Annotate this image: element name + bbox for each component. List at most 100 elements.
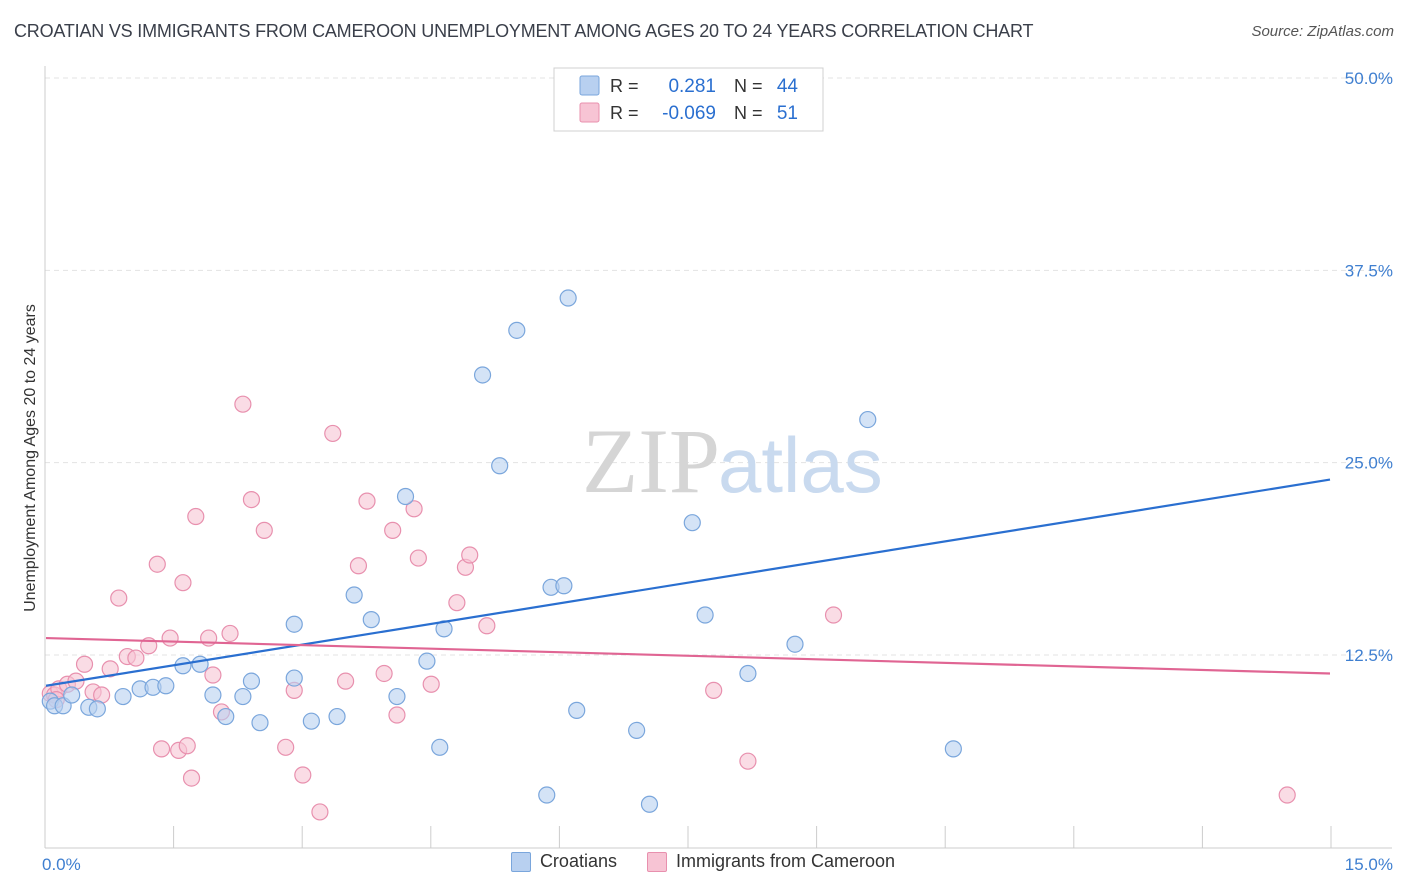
y-tick-label: 50.0% — [1345, 69, 1393, 88]
data-point-croatians — [628, 721, 646, 739]
x-tick-label: 15.0% — [1345, 855, 1393, 874]
data-point-croatians — [114, 687, 132, 706]
data-point-croatians — [696, 606, 714, 624]
y-tick-label: 25.0% — [1345, 454, 1393, 473]
source-credit: Source: ZipAtlas.com — [1251, 23, 1394, 40]
data-point-cameroon — [375, 664, 393, 683]
data-point-croatians — [739, 664, 757, 683]
data-point-cameroon — [110, 589, 128, 607]
y-tick-label: 37.5% — [1345, 261, 1393, 280]
data-point-cameroon — [461, 546, 479, 564]
legend-label-croatians: Croatians — [539, 851, 617, 871]
trend-lines — [45, 478, 1331, 687]
series-immigrants-from-cameroon — [41, 395, 1296, 821]
watermark-zip: ZIP — [582, 410, 720, 512]
data-point-cameroon — [174, 574, 192, 592]
x-tick-label: 0.0% — [42, 855, 81, 874]
data-point-cameroon — [152, 740, 171, 758]
data-point-cameroon — [739, 752, 757, 770]
data-point-croatians — [640, 795, 659, 813]
legend-n-label: N = — [734, 103, 763, 123]
trend-line-cameroon — [45, 636, 1331, 675]
data-point-croatians — [302, 712, 320, 730]
axes — [44, 66, 1392, 849]
data-point-cameroon — [1278, 786, 1296, 804]
legend-item-croatians[interactable]: Croatians — [510, 851, 617, 872]
data-point-cameroon — [148, 555, 166, 573]
data-point-cameroon — [422, 675, 440, 693]
data-point-cameroon — [311, 803, 329, 821]
data-point-cameroon — [388, 706, 406, 724]
data-point-croatians — [396, 487, 415, 506]
trend-line-croatians — [45, 478, 1331, 687]
legend-r-label: R = — [610, 76, 639, 96]
data-point-cameroon — [349, 557, 368, 575]
data-point-cameroon — [75, 655, 94, 673]
data-point-croatians — [431, 738, 449, 756]
data-point-cameroon — [405, 500, 423, 518]
legend-n-label: N = — [734, 76, 763, 96]
data-point-croatians — [555, 577, 573, 595]
data-point-cameroon — [182, 769, 201, 787]
legend-bottom: Croatians Immigrants from Cameroon — [0, 851, 1406, 872]
data-point-croatians — [285, 615, 303, 633]
data-point-cameroon — [358, 492, 376, 510]
series-croatians — [41, 289, 962, 813]
data-point-croatians — [491, 457, 509, 475]
legend-swatch-croatians — [579, 75, 600, 96]
data-point-cameroon — [337, 672, 355, 690]
tick-labels: 12.5% 25.0% 37.5% 50.0% 0.0% 15.0% — [42, 69, 1393, 874]
watermark-atlas: atlas — [718, 421, 883, 509]
gridlines — [45, 77, 1392, 656]
data-point-croatians — [786, 635, 804, 653]
data-point-croatians — [538, 786, 556, 804]
data-point-croatians — [362, 611, 380, 629]
data-point-cameroon — [204, 666, 222, 684]
data-point-croatians — [559, 289, 577, 307]
data-point-croatians — [859, 410, 877, 429]
data-point-cameroon — [242, 490, 261, 509]
data-point-croatians — [191, 655, 209, 673]
legend-r-label: R = — [610, 103, 639, 123]
data-point-croatians — [157, 677, 175, 695]
legend-n-value: 51 — [777, 103, 798, 124]
data-point-croatians — [234, 687, 252, 706]
data-point-cameroon — [101, 660, 119, 678]
data-point-croatians — [242, 672, 261, 690]
legend-item-cameroon[interactable]: Immigrants from Cameroon — [646, 851, 896, 872]
data-point-croatians — [508, 321, 526, 339]
data-point-cameroon — [294, 766, 312, 784]
data-point-cameroon — [448, 594, 466, 612]
data-point-cameroon — [824, 606, 843, 624]
data-point-croatians — [63, 686, 81, 704]
legend-top: R = 0.281 N = 44 R = -0.069 N = 51 — [553, 67, 824, 132]
data-point-croatians — [418, 652, 436, 670]
data-point-cameroon — [705, 681, 723, 699]
legend-r-value: -0.069 — [662, 103, 716, 124]
data-point-croatians — [285, 669, 303, 687]
data-point-croatians — [328, 707, 346, 726]
legend-r-value: 0.281 — [668, 76, 716, 97]
data-point-cameroon — [478, 617, 496, 635]
data-point-croatians — [88, 700, 106, 718]
data-point-cameroon — [234, 395, 252, 413]
data-point-cameroon — [277, 738, 295, 756]
legend-swatch-croatians — [510, 851, 531, 872]
data-point-cameroon — [187, 507, 205, 526]
data-point-cameroon — [409, 549, 427, 567]
data-point-croatians — [217, 707, 235, 726]
data-point-croatians — [568, 701, 586, 719]
legend-swatch-cameroon — [579, 102, 600, 123]
data-point-cameroon — [255, 521, 273, 539]
legend-label-cameroon: Immigrants from Cameroon — [675, 851, 896, 871]
data-point-cameroon — [161, 629, 179, 647]
data-point-croatians — [683, 514, 701, 532]
data-point-cameroon — [127, 649, 145, 667]
legend-swatch-cameroon — [646, 851, 667, 872]
y-tick-label: 12.5% — [1345, 646, 1393, 665]
legend-n-value: 44 — [777, 76, 799, 97]
data-point-cameroon — [384, 521, 402, 539]
data-point-croatians — [204, 686, 222, 704]
data-point-cameroon — [324, 424, 342, 443]
